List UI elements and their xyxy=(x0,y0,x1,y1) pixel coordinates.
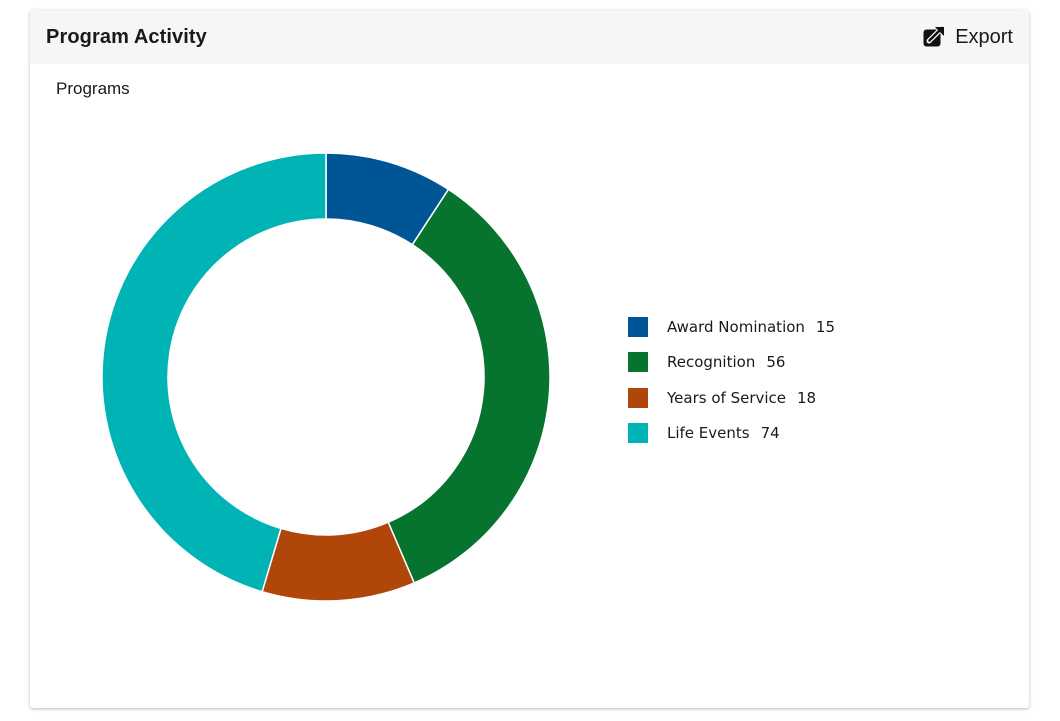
legend-label: Life Events xyxy=(667,424,750,443)
legend-item-award-nomination[interactable]: Award Nomination 15 xyxy=(628,309,835,345)
legend-swatch xyxy=(628,352,648,373)
legend-swatch xyxy=(628,423,648,444)
donut-slice-recognition[interactable] xyxy=(387,188,551,584)
legend-swatch xyxy=(628,316,648,337)
legend-item-life-events[interactable]: Life Events 74 xyxy=(628,416,835,452)
legend-label: Years of Service xyxy=(667,388,787,407)
donut-chart xyxy=(101,152,551,602)
legend-label: Award Nomination xyxy=(667,317,805,336)
chart-legend: Award Nomination 15 Recognition 56 Years of … xyxy=(628,309,835,451)
donut-slice-years-of-service[interactable] xyxy=(261,521,416,602)
legend-item-years-of-service[interactable]: Years of Service 18 xyxy=(628,380,835,416)
legend-label: Recognition xyxy=(667,353,756,372)
legend-value: 18 xyxy=(797,388,817,407)
section-label: Programs xyxy=(56,79,130,98)
external-link-icon xyxy=(922,25,946,49)
card-title: Program Activity xyxy=(46,25,207,48)
legend-item-recognition[interactable]: Recognition 56 xyxy=(628,345,835,381)
card-header: Program Activity Export xyxy=(30,10,1029,64)
legend-swatch xyxy=(628,387,648,408)
legend-value: 56 xyxy=(766,353,786,372)
export-button[interactable]: Export xyxy=(922,25,1013,49)
legend-value: 15 xyxy=(815,317,836,336)
legend-value: 74 xyxy=(760,424,780,443)
export-label: Export xyxy=(955,25,1013,48)
donut-slice-life-events[interactable] xyxy=(101,152,327,593)
program-activity-card: Program Activity Export Programs Award N… xyxy=(30,10,1029,708)
